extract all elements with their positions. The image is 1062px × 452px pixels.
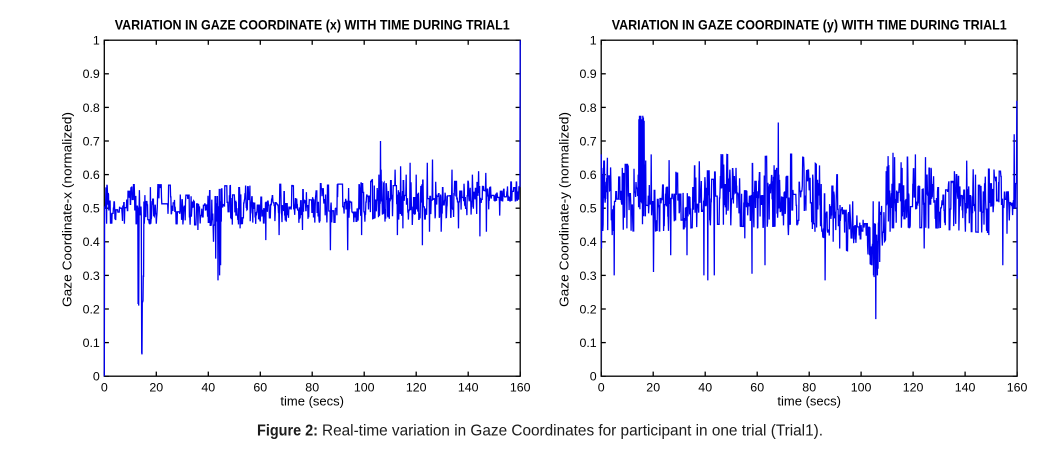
svg-text:0.1: 0.1 <box>579 336 596 350</box>
svg-text:100: 100 <box>851 381 872 395</box>
svg-text:0.9: 0.9 <box>579 67 596 81</box>
svg-text:time (secs): time (secs) <box>777 394 841 409</box>
svg-text:0.8: 0.8 <box>579 101 596 115</box>
svg-text:0.7: 0.7 <box>579 134 596 148</box>
svg-text:0.8: 0.8 <box>83 101 100 115</box>
svg-text:0.6: 0.6 <box>83 168 100 182</box>
svg-text:20: 20 <box>646 381 660 395</box>
svg-text:VARIATION IN GAZE COORDINATE (: VARIATION IN GAZE COORDINATE (x) WITH TI… <box>115 16 510 32</box>
svg-text:Gaze Coordinate-x (normalized): Gaze Coordinate-x (normalized) <box>60 112 75 307</box>
svg-text:VARIATION IN GAZE COORDINATE (: VARIATION IN GAZE COORDINATE (y) WITH TI… <box>612 16 1007 32</box>
svg-text:0.2: 0.2 <box>83 302 100 316</box>
svg-text:0.5: 0.5 <box>579 202 596 216</box>
svg-text:0.1: 0.1 <box>83 336 100 350</box>
svg-text:40: 40 <box>698 381 712 395</box>
svg-text:60: 60 <box>750 381 764 395</box>
svg-text:Figure 2:: Figure 2: <box>257 423 318 440</box>
svg-text:1: 1 <box>93 34 100 48</box>
svg-text:1: 1 <box>590 34 597 48</box>
svg-text:120: 120 <box>406 381 427 395</box>
svg-text:0.3: 0.3 <box>579 269 596 283</box>
svg-text:140: 140 <box>955 381 976 395</box>
svg-text:0: 0 <box>93 370 100 384</box>
svg-text:20: 20 <box>149 381 163 395</box>
svg-text:time (secs): time (secs) <box>280 394 344 409</box>
svg-text:40: 40 <box>201 381 215 395</box>
svg-text:0.5: 0.5 <box>83 202 100 216</box>
svg-text:100: 100 <box>354 381 375 395</box>
svg-text:Gaze Coordinate-y (normalized): Gaze Coordinate-y (normalized) <box>557 112 572 307</box>
svg-text:0: 0 <box>598 381 605 395</box>
svg-text:0: 0 <box>101 381 108 395</box>
svg-text:0.3: 0.3 <box>83 269 100 283</box>
svg-text:60: 60 <box>253 381 267 395</box>
svg-text:80: 80 <box>305 381 319 395</box>
svg-text:0.6: 0.6 <box>579 168 596 182</box>
svg-text:0.4: 0.4 <box>83 235 100 249</box>
svg-text:0.7: 0.7 <box>83 134 100 148</box>
svg-text:0: 0 <box>590 370 597 384</box>
svg-text:160: 160 <box>510 381 531 395</box>
svg-text:0.9: 0.9 <box>83 67 100 81</box>
svg-text:0.2: 0.2 <box>579 302 596 316</box>
svg-text:0.4: 0.4 <box>579 235 596 249</box>
svg-text:140: 140 <box>458 381 479 395</box>
svg-text:80: 80 <box>802 381 816 395</box>
svg-text:120: 120 <box>903 381 924 395</box>
svg-text:Real-time variation in Gaze Co: Real-time variation in Gaze Coordinates … <box>322 423 823 440</box>
svg-text:160: 160 <box>1007 381 1028 395</box>
